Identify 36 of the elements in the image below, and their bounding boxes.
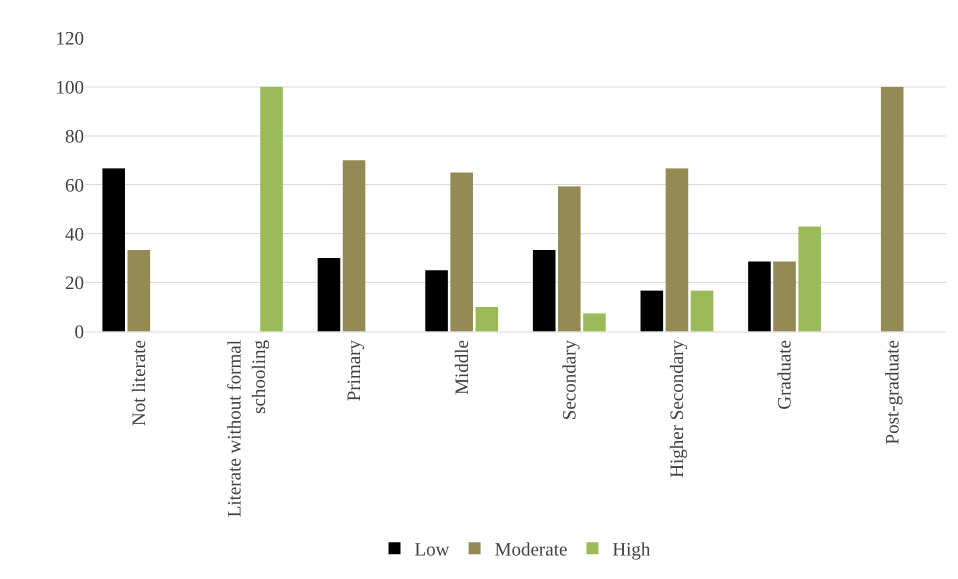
y-tick-label: 40 — [65, 224, 84, 246]
bar — [450, 172, 473, 332]
y-tick-label: 80 — [65, 126, 84, 148]
bar — [880, 86, 904, 332]
bar — [425, 270, 448, 332]
y-tick-label: 100 — [56, 78, 84, 99]
y-tick-label: 60 — [65, 175, 84, 196]
x-tick-label: Secondary — [559, 340, 580, 420]
bar — [690, 290, 714, 332]
x-tick-label: Literate without formal schooling — [224, 340, 270, 518]
bar — [476, 306, 498, 332]
bar — [640, 290, 664, 332]
bar — [666, 168, 688, 332]
y-tick-label: 20 — [65, 273, 84, 294]
y-tick-label: 0 — [74, 322, 84, 344]
x-tick-label: Middle — [452, 340, 473, 395]
legend-label: Moderate — [494, 540, 568, 561]
x-tick-label: Higher Secondary — [667, 340, 688, 478]
legend-label: High — [612, 540, 651, 561]
bar — [748, 261, 771, 332]
bar — [342, 160, 366, 332]
bar — [318, 258, 340, 332]
x-tick-label: Post-graduate — [882, 340, 904, 445]
bar — [798, 226, 821, 332]
x-tick-label: Graduate — [774, 340, 796, 410]
y-tick-label: 120 — [56, 28, 84, 50]
bar — [532, 250, 556, 332]
bar — [128, 250, 150, 332]
bar — [583, 313, 606, 332]
bar — [558, 186, 581, 332]
bar — [773, 261, 796, 332]
legend-label: Low — [414, 540, 450, 561]
x-tick-label: Not literate — [128, 340, 150, 426]
bar — [102, 168, 125, 332]
x-tick-label: Primary — [344, 340, 366, 402]
bar — [260, 86, 283, 332]
